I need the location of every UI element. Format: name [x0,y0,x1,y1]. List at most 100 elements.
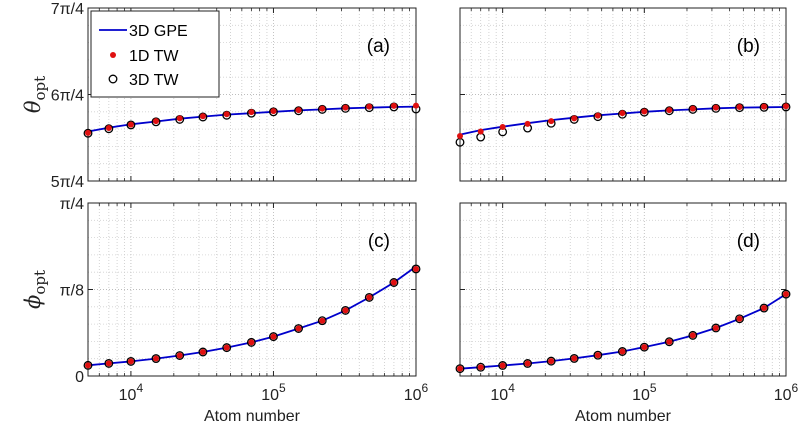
series-1d-tw-point [594,112,601,119]
series-1d-tw-point [477,128,484,135]
series-1d-tw-point [571,115,578,122]
series-3d-tw-point [126,356,136,366]
series-1d-tw-point [153,355,160,362]
x-tick-label: 104 [490,381,515,404]
series-3d-tw-point [104,358,114,368]
series-3d-tw-point [781,289,791,299]
series-1d-tw-point [176,352,183,359]
series-1d-tw-point [199,348,206,355]
panel-c: 0 π/8 π/4 104 105 106 Atom number (c) [60,196,429,425]
series-3d-tw-point [759,102,769,112]
series-1d-tw-point [153,118,160,125]
series-1d-tw-point [295,107,302,114]
series-1d-tw-point [248,109,255,116]
series-3d-tw-point [735,314,744,324]
series-1d-tw-point [413,265,419,272]
series-1d-tw-point [712,104,719,111]
series-3d-tw-point [151,117,161,127]
series-1d-tw-point [270,333,277,340]
series-3d-tw-point [341,103,350,113]
series-3d-tw-point [639,107,649,117]
series-1d-tw-point [666,107,673,114]
series-1d-tw-point [736,315,743,322]
y-tick-label: 7π/4 [51,1,84,18]
series-1d-tw-point [477,364,484,371]
series-3d-tw-point [759,303,769,313]
series-1d-tw-point [761,305,768,312]
series-1d-tw-point [641,108,648,115]
series-1d-tw-point [524,360,531,367]
series-3d-tw-point [688,104,698,114]
series-1d-tw-point [457,133,463,140]
series-3d-tw-point [246,337,256,347]
series-3d-tw-point [222,343,232,353]
series-3d-tw-point [455,364,465,374]
x-tick-label: 105 [261,381,286,404]
y-tick-label: 6π/4 [51,88,84,105]
series-3d-tw-point [523,359,533,368]
panel-b: (b) [455,7,791,182]
x-tick-label: 106 [404,381,429,404]
series-3d-tw-point [389,278,399,287]
y-tick-label: 5π/4 [51,174,84,191]
series-1d-tw-point [342,307,349,314]
series-3d-tw-point [269,332,278,342]
series-1d-tw-point [390,279,397,286]
series-3d-tw-point [781,102,791,112]
series-1d-tw-point [270,108,277,115]
series-1d-tw-point [223,344,230,351]
series-3d-tw-point [364,292,374,302]
series-1d-tw-point [85,362,91,369]
series-1d-tw-point [736,103,743,110]
y-tick-label: 0 [75,369,84,386]
series-3d-tw-point [476,362,486,372]
series-1d-tw-point [105,125,112,132]
x-tick-label: 104 [119,381,144,404]
series-3d-tw-point [593,350,603,360]
series-3d-tw-point [151,354,161,364]
legend-label: 1D TW [129,48,179,65]
series-3d-tw-point [617,347,627,356]
series-1d-tw-point [295,325,302,332]
series-1d-tw-point [619,110,626,117]
panel-label: (d) [737,231,760,252]
x-axis-label: Atom number [204,408,301,425]
series-1d-tw-point [176,115,183,122]
series-3d-gpe-line [459,293,787,370]
series-1d-tw-point [366,294,373,301]
series-1d-tw-point [712,324,719,331]
series-3d-tw-point [711,323,721,333]
series-1d-tw-point [319,105,326,112]
series-3d-tw-point [498,361,508,370]
y-axis-label: θopt [21,76,49,113]
series-3d-tw-point [664,337,674,347]
series-1d-tw-point [499,124,506,131]
legend-label: 3D TW [129,72,179,89]
series-3d-tw-point [569,353,579,363]
panel-label: (c) [368,231,390,252]
series-1d-tw-point [689,332,696,339]
series-3d-tw-point [126,120,136,130]
series-3d-tw-point [294,106,304,116]
series-1d-tw-point [689,105,696,112]
series-1d-tw-point [366,103,373,110]
series-3d-tw-point [639,342,649,352]
series-1d-tw-point [499,362,506,369]
series-1d-tw-point [761,103,768,110]
series-3d-tw-point [104,124,114,134]
series-1d-tw-point [619,348,626,355]
series-3d-tw-point [317,316,327,326]
y-tick-label: π/8 [60,283,84,300]
series-1d-tw-point [783,291,789,298]
series-3d-tw-point [664,106,674,116]
y-axis-label: ϕopt [21,270,49,309]
series-1d-tw-point [548,118,555,125]
series-3d-tw-point [294,324,304,333]
panel-d: 104 105 106 Atom number (d) [455,202,799,425]
series-3d-tw-point [83,360,93,370]
series-3d-tw-point [198,347,208,357]
series-1d-tw-point [594,352,601,359]
series-3d-tw-point [341,305,350,315]
